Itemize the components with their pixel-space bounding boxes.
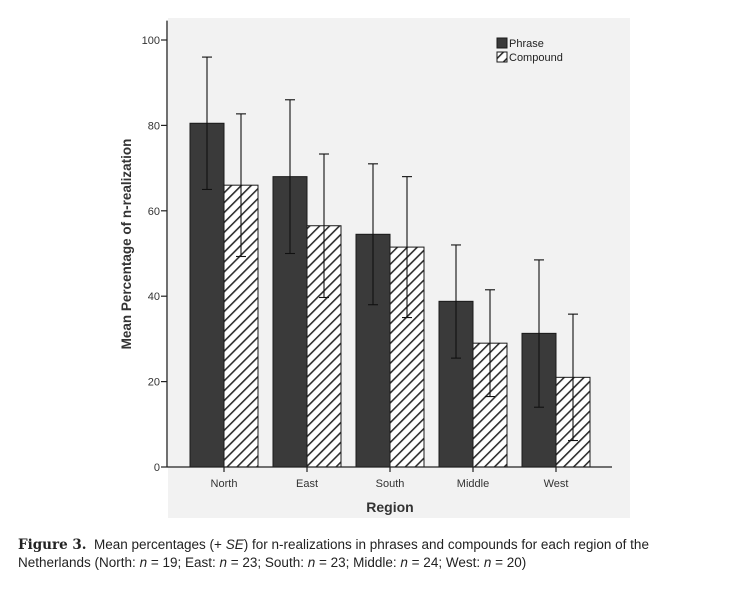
caption-text-5: = 23; Middle:: [315, 555, 401, 570]
caption-label: Figure 3.: [18, 537, 87, 553]
y-tick-label-60: 60: [148, 206, 160, 218]
x-axis-title: Region: [366, 499, 413, 515]
caption-text-1: Mean percentages (+: [93, 537, 226, 552]
x-tick-label-south: South: [376, 478, 405, 490]
caption-n-south: n: [307, 555, 316, 570]
caption-text-6: = 24; West:: [407, 555, 484, 570]
y-axis-title: Mean Percentage of n-realization: [119, 139, 134, 350]
caption-text-4: = 23; South:: [227, 555, 308, 570]
caption-text-7: = 20): [491, 555, 527, 570]
caption-se: SE: [225, 537, 244, 552]
caption-text-3: = 19; East:: [147, 555, 220, 570]
x-tick-label-north: North: [211, 478, 238, 490]
legend-label-compound: Compound: [509, 52, 563, 64]
figure-caption: Figure 3. Mean percentages (+ SE) for n-…: [18, 536, 713, 571]
y-tick-label-80: 80: [148, 120, 160, 132]
x-tick-label-middle: Middle: [457, 478, 489, 490]
y-tick-label-100: 100: [142, 35, 160, 47]
y-tick-label-0: 0: [154, 462, 160, 474]
caption-n-west: n: [483, 555, 492, 570]
legend-label-phrase: Phrase: [509, 38, 544, 50]
caption-text-2: ) for n-realizations in phrases and comp…: [18, 537, 649, 570]
caption-n-middle: n: [400, 555, 408, 570]
legend-swatch-compound: [496, 51, 508, 63]
bar-chart: 0 20 40 60 80 100 North East South Middle West Phr…: [119, 18, 630, 518]
x-tick-label-west: West: [544, 478, 569, 490]
caption-n-north: n: [139, 555, 148, 570]
y-tick-label-40: 40: [148, 291, 160, 303]
caption-n-east: n: [219, 555, 228, 570]
legend-swatch-phrase: [496, 37, 508, 49]
y-tick-label-20: 20: [148, 377, 160, 389]
x-tick-label-east: East: [296, 478, 318, 490]
